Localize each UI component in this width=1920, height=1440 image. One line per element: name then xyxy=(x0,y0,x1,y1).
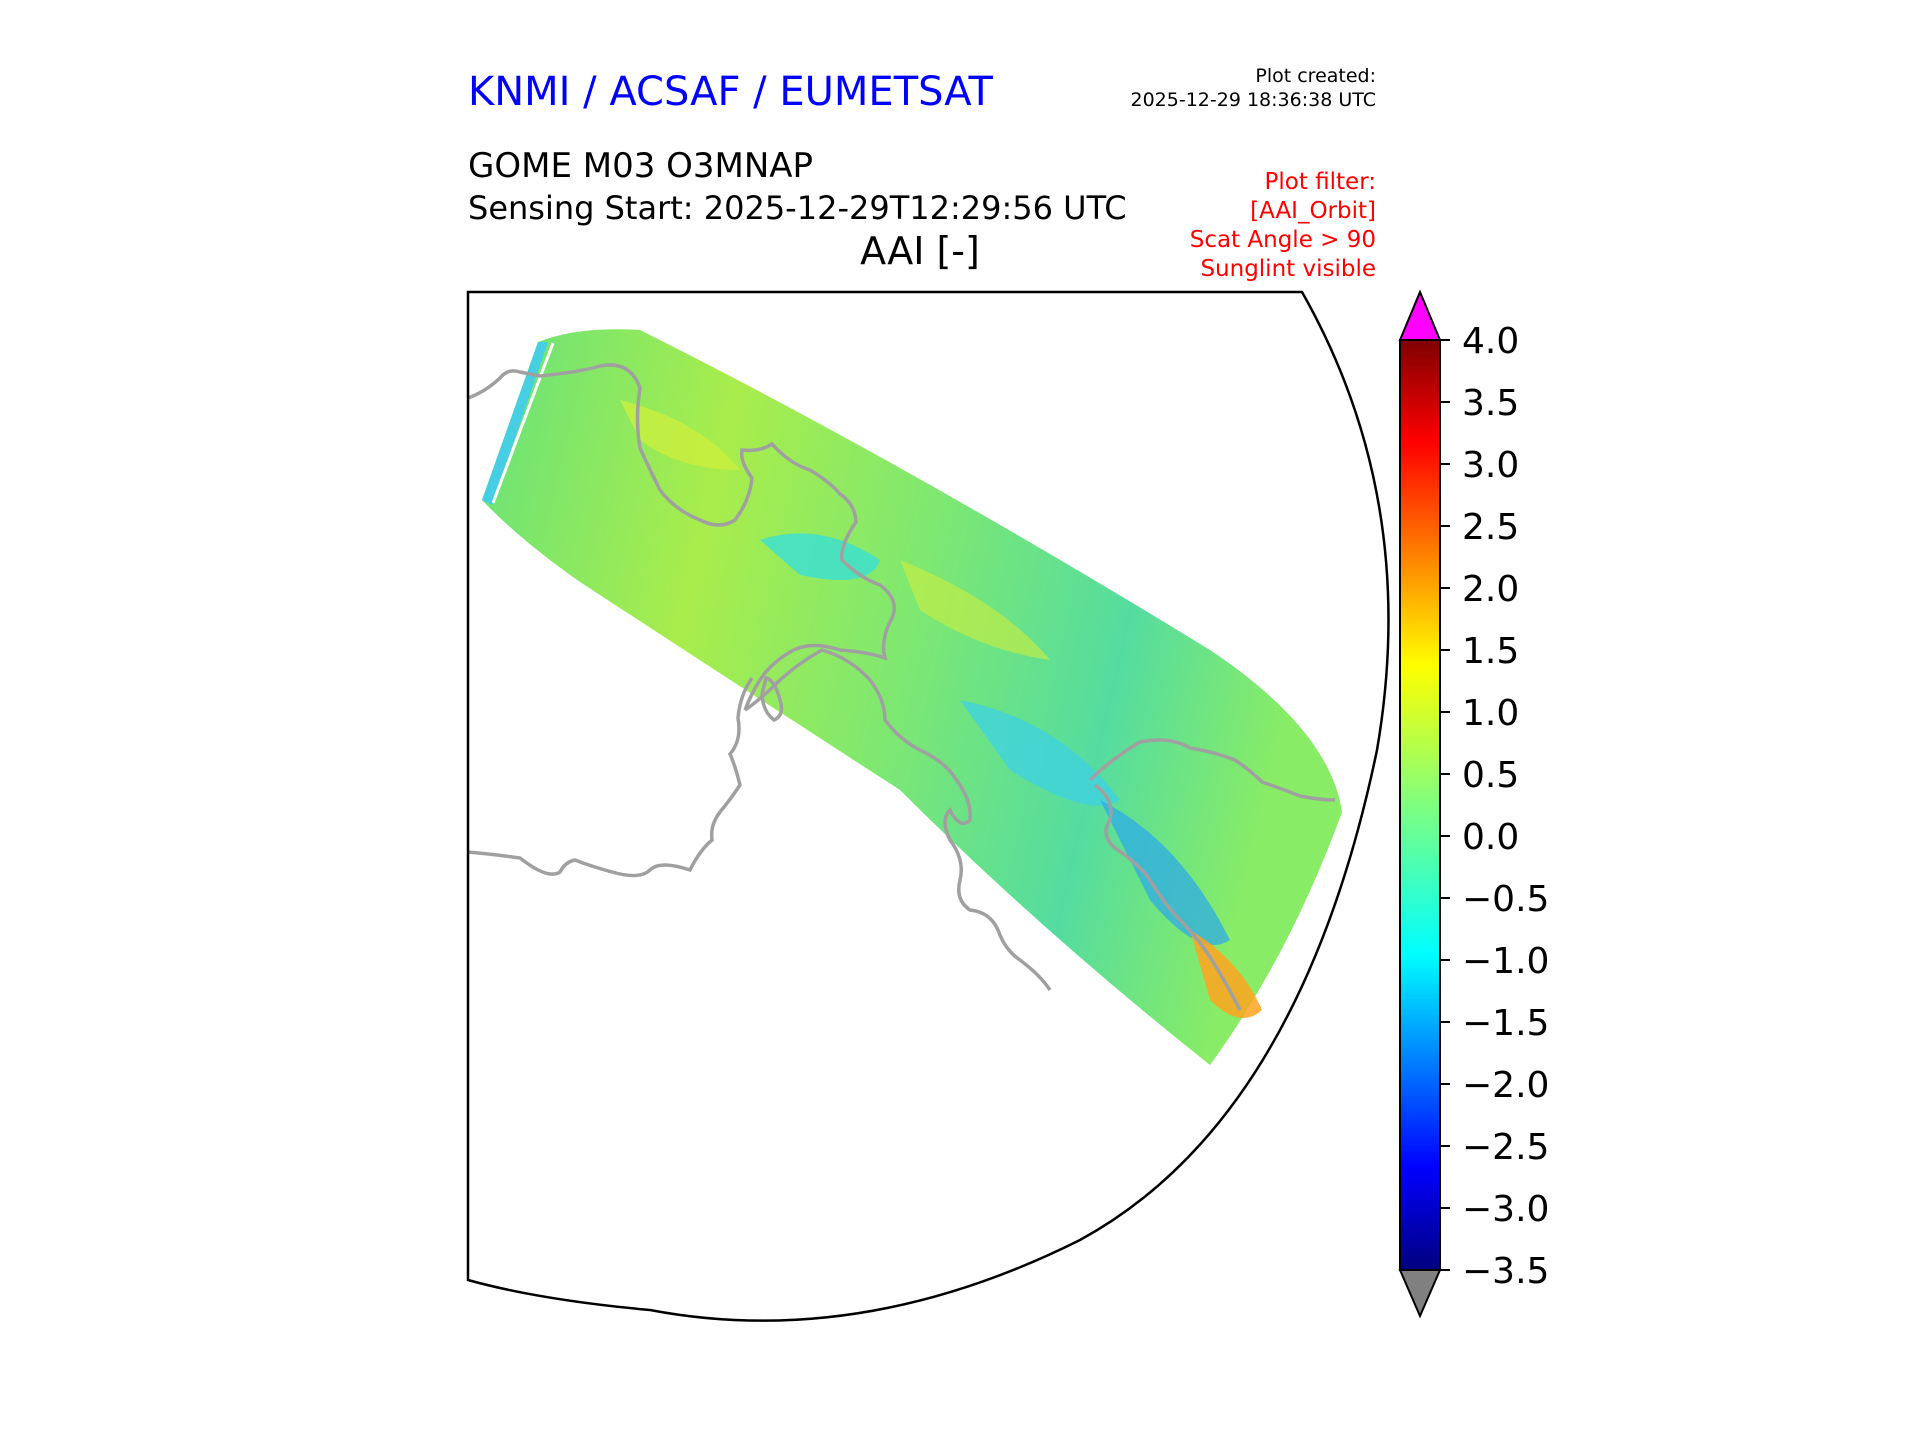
colorbar-ticks: 4.0 3.5 3.0 2.5 2.0 1.5 1.0 0.5 0.0 −0.5 −1.0 −1.5 −… xyxy=(1440,321,1549,1292)
colorbar-tick-label: 2.5 xyxy=(1462,507,1519,548)
colorbar-tick-label: −1.0 xyxy=(1462,941,1549,982)
sensing-start: Sensing Start: 2025-12-29T12:29:56 UTC xyxy=(468,189,1127,227)
coastlines xyxy=(468,363,1336,1011)
colorbar-tick-label: 2.0 xyxy=(1462,569,1519,610)
colorbar-tick-label: 3.0 xyxy=(1462,445,1519,486)
swath-yellow-patch xyxy=(620,400,740,470)
swath-edge-stripe xyxy=(482,342,548,505)
swath-yellow-patch xyxy=(900,560,1050,660)
swath-blue-patch xyxy=(1100,800,1230,945)
coastline-peninsula xyxy=(468,363,896,711)
colorbar-tick-label: −2.5 xyxy=(1462,1127,1549,1168)
filter-line-2: [AAI_Orbit] xyxy=(1250,198,1376,224)
colorbar-tick-label: −3.5 xyxy=(1462,1251,1549,1292)
colorbar-tick-label: −2.0 xyxy=(1462,1065,1549,1106)
filter-line-3: Scat Angle > 90 xyxy=(1189,227,1376,253)
colorbar-tick-label: 0.5 xyxy=(1462,755,1519,796)
colorbar-tick-label: −3.0 xyxy=(1462,1189,1549,1230)
colorbar-tick-label: 1.5 xyxy=(1462,631,1519,672)
organization-title: KNMI / ACSAF / EUMETSAT xyxy=(468,69,993,115)
swath-band xyxy=(482,329,1342,1065)
coastline-continent-west xyxy=(468,676,754,878)
aai-swath xyxy=(482,329,1342,1065)
variable-title: AAI [-] xyxy=(860,229,980,273)
filter-line-1: Plot filter: xyxy=(1264,169,1376,195)
colorbar-tick-label: 3.5 xyxy=(1462,383,1519,424)
product-title: GOME M03 O3MNAP xyxy=(468,146,814,186)
colorbar-gradient xyxy=(1399,339,1441,1271)
colorbar-tick-label: 0.0 xyxy=(1462,817,1519,858)
colorbar-tick-label: −1.5 xyxy=(1462,1003,1549,1044)
colorbar-over-extend xyxy=(1398,289,1442,341)
filter-line-4: Sunglint visible xyxy=(1200,256,1376,282)
colorbar-tick-label: 4.0 xyxy=(1462,321,1519,362)
plot-created-time: 2025-12-29 18:36:38 UTC xyxy=(1130,89,1377,111)
plot-created-label: Plot created: xyxy=(1255,65,1376,87)
colorbar-tick-label: 1.0 xyxy=(1462,693,1519,734)
coastline-east xyxy=(1088,738,1336,802)
colorbar-tick-label: −0.5 xyxy=(1462,879,1549,920)
coastline-island xyxy=(760,675,784,723)
swath-edge-line xyxy=(491,342,555,504)
swath-cyan-patch xyxy=(960,700,1120,806)
colorbar-under-extend xyxy=(1398,1269,1442,1319)
coastline-ice-shelf xyxy=(744,648,1052,991)
map-frame xyxy=(466,290,1390,1322)
coastline-east-inlet xyxy=(1093,783,1242,1011)
